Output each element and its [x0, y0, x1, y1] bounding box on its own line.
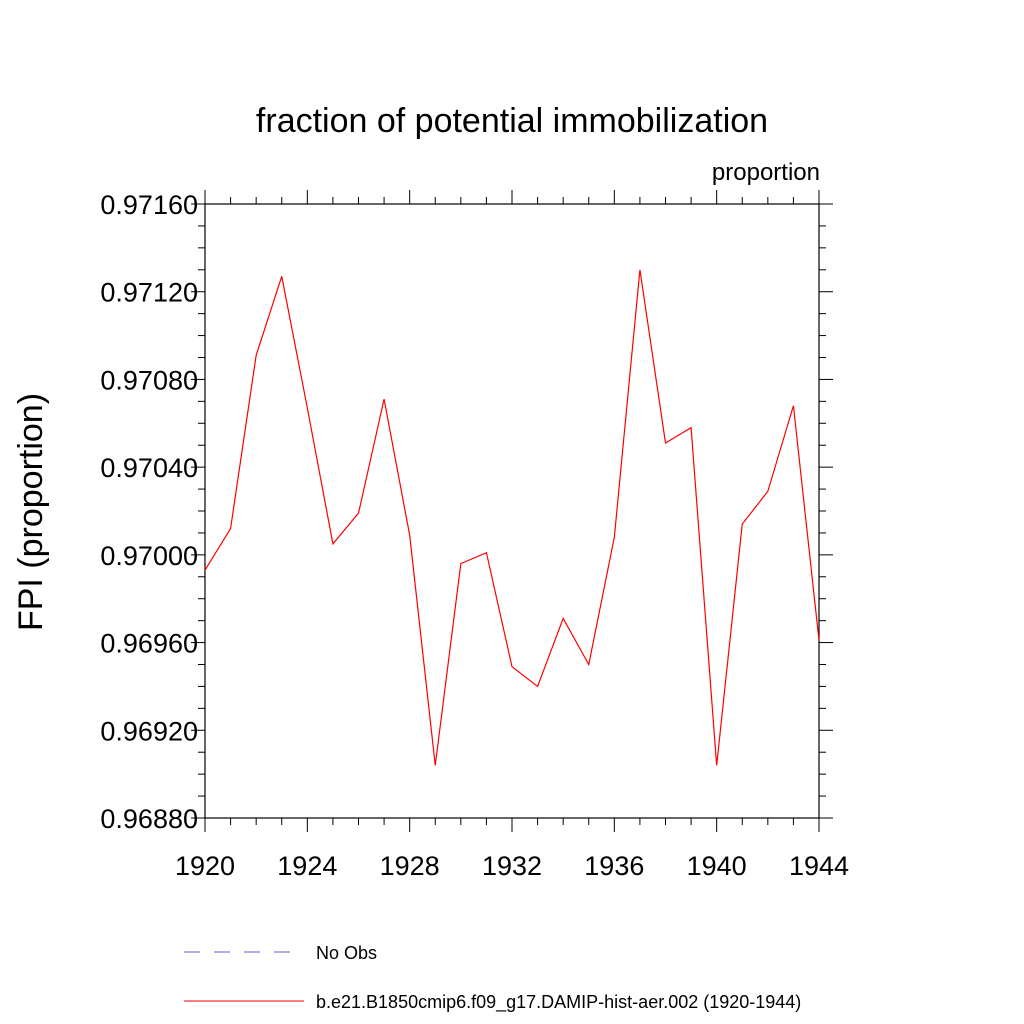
axis-ticks: 1920 1924 1928 1932 1936 1940 1944 0.96880 0.969…	[100, 190, 849, 881]
chart-title: fraction of potential immobilization	[256, 102, 768, 140]
y-tick-label: 0.97120	[100, 278, 198, 308]
y-tick-label: 0.97080	[100, 365, 198, 395]
y-tick-label: 0.97040	[100, 453, 198, 483]
legend: No Obs b.e21.B1850cmip6.f09_g17.DAMIP-his…	[184, 943, 801, 1013]
x-tick-label: 1920	[175, 851, 235, 881]
x-tick-label: 1944	[789, 851, 849, 881]
plot-frame	[204, 203, 820, 819]
x-tick-label: 1936	[584, 851, 644, 881]
x-tick-label: 1932	[482, 851, 542, 881]
x-tick-label: 1924	[277, 851, 337, 881]
chart-subtitle-right: proportion	[712, 159, 820, 186]
x-tick-label: 1928	[380, 851, 440, 881]
y-tick-label: 0.96920	[100, 716, 198, 746]
legend-label: No Obs	[316, 943, 377, 963]
x-tick-label: 1940	[687, 851, 747, 881]
y-tick-label: 0.97160	[100, 190, 198, 220]
y-tick-label: 0.96880	[100, 804, 198, 834]
y-axis-label: FPI (proportion)	[12, 393, 50, 631]
y-tick-label: 0.96960	[100, 629, 198, 659]
y-tick-label: 0.97000	[100, 541, 198, 571]
series-line	[204, 269, 820, 766]
series-layer	[204, 269, 820, 766]
legend-label: b.e21.B1850cmip6.f09_g17.DAMIP-hist-aer.…	[316, 992, 801, 1013]
